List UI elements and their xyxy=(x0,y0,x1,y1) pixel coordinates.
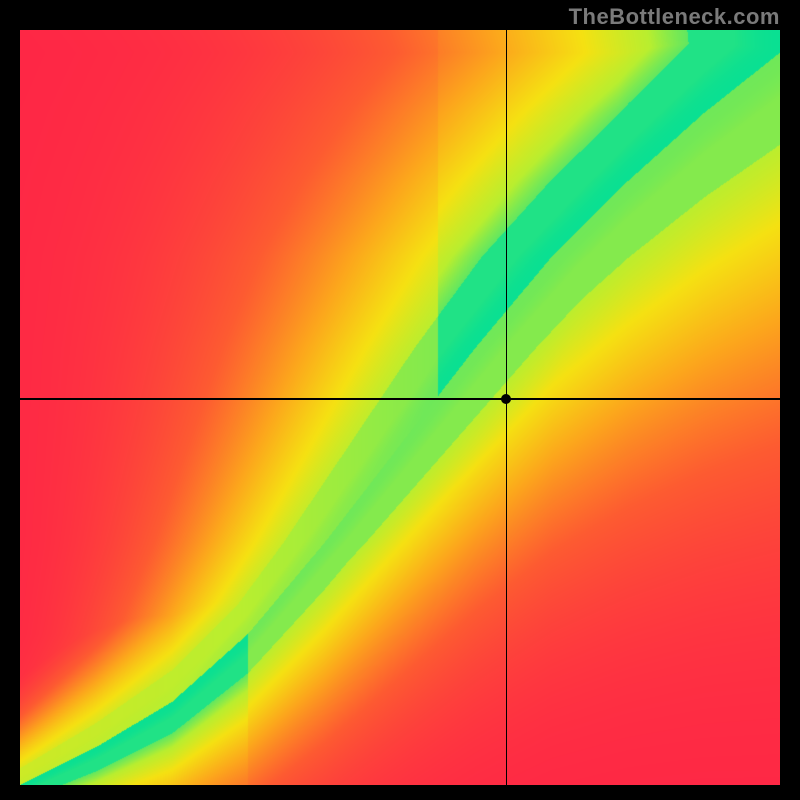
crosshair-vertical xyxy=(506,30,508,785)
watermark-text: TheBottleneck.com xyxy=(569,4,780,30)
bottleneck-heatmap xyxy=(20,30,780,785)
crosshair-horizontal xyxy=(20,398,780,400)
